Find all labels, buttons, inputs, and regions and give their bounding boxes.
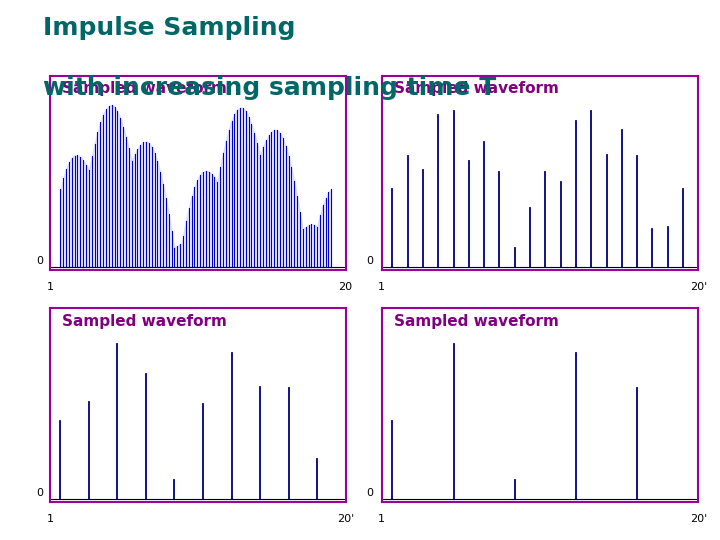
Text: Sampled waveform: Sampled waveform <box>62 82 227 97</box>
Text: 20': 20' <box>690 514 707 524</box>
Text: 1: 1 <box>47 514 54 524</box>
Text: Sampled waveform: Sampled waveform <box>62 314 227 329</box>
Text: 20': 20' <box>690 282 707 292</box>
Text: Impulse Sampling: Impulse Sampling <box>43 16 296 40</box>
Text: 20: 20 <box>338 282 353 292</box>
Text: 1: 1 <box>47 282 54 292</box>
Text: with increasing sampling time T: with increasing sampling time T <box>43 76 497 99</box>
Text: 1: 1 <box>378 514 385 524</box>
Text: Sampled waveform: Sampled waveform <box>395 82 559 97</box>
Text: 0: 0 <box>36 488 43 498</box>
Text: 0: 0 <box>366 488 374 498</box>
Text: 0: 0 <box>36 256 43 266</box>
Text: Sampled waveform: Sampled waveform <box>395 314 559 329</box>
Text: 1: 1 <box>378 282 385 292</box>
Text: 0: 0 <box>366 256 374 266</box>
Text: 20': 20' <box>337 514 354 524</box>
